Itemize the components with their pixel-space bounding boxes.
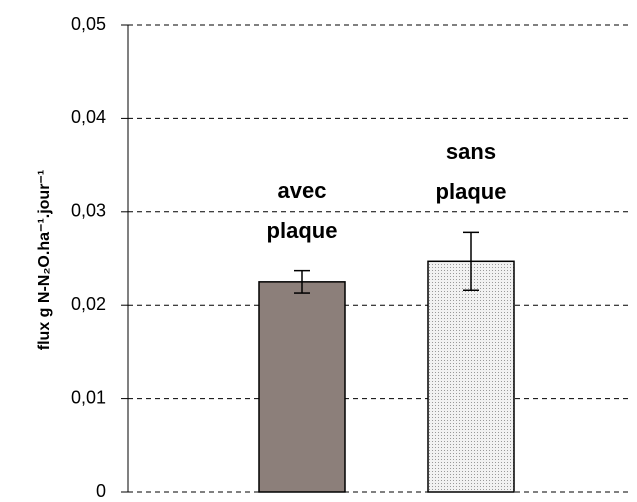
- y-tick-label: 0,01: [71, 387, 106, 407]
- y-tick-label: 0: [96, 481, 106, 501]
- y-tick-label: 0,05: [71, 14, 106, 34]
- category-label: sans plaque: [435, 139, 507, 205]
- y-tick-label: 0,03: [71, 201, 106, 221]
- y-tick-label: 0,04: [71, 107, 106, 127]
- bar: [258, 281, 346, 493]
- category-label: avec plaque: [266, 177, 338, 243]
- y-axis-label: flux g N-N₂O.ha⁻¹.jour⁻¹: [36, 170, 53, 350]
- y-tick-label: 0,02: [71, 294, 106, 314]
- bar: [427, 260, 515, 493]
